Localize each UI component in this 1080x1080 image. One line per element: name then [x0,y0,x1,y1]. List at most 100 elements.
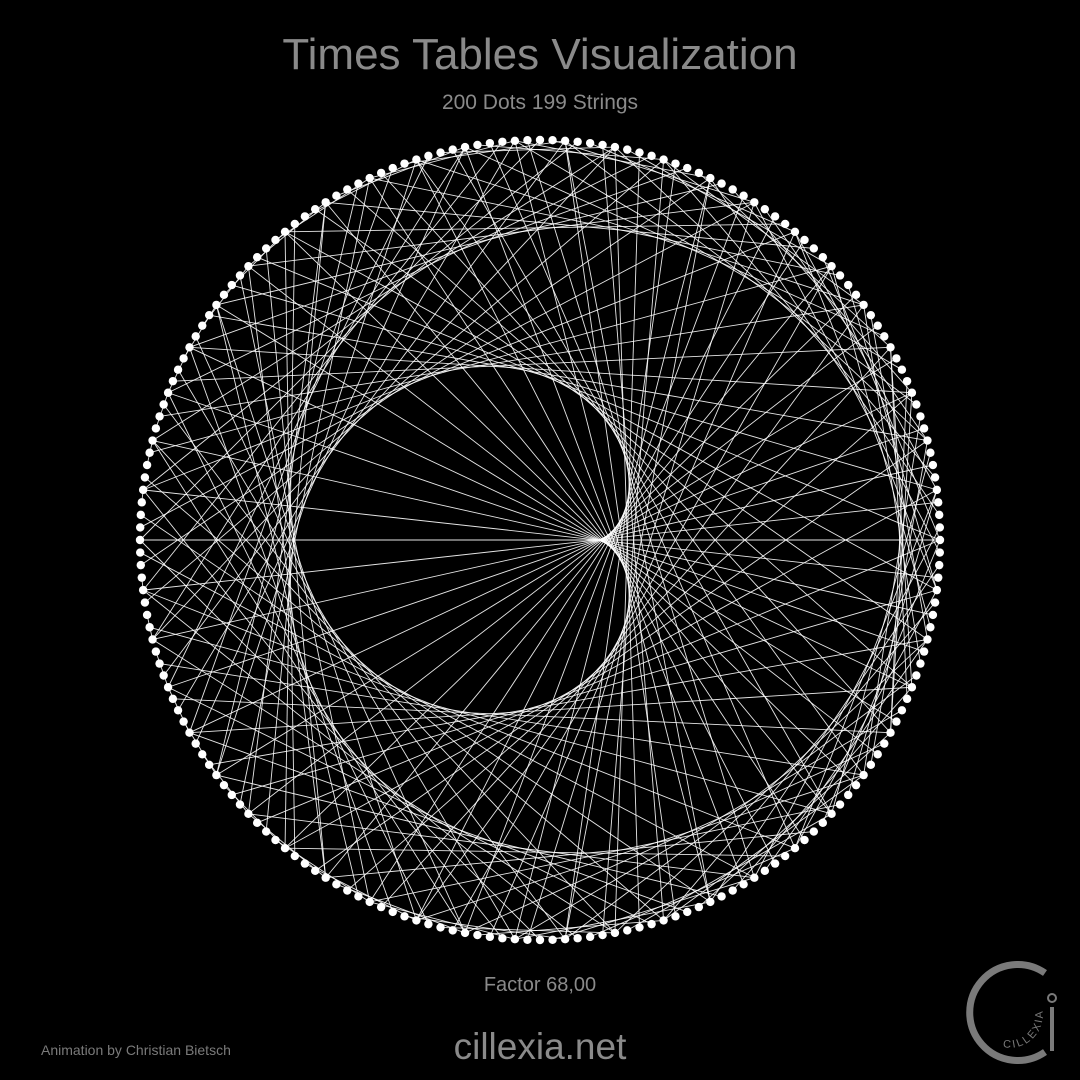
dot [140,598,150,607]
dot [198,321,207,330]
dot [376,168,386,178]
string-line [284,231,857,786]
string-line [589,847,796,938]
dot [897,706,907,715]
dot [928,610,938,620]
dot [928,460,938,470]
string-line [172,346,891,382]
string-line [167,155,652,394]
dot [219,780,229,790]
string-line [753,527,941,878]
dot [252,252,262,262]
string-line [304,159,417,217]
dot [694,902,704,912]
dot [185,343,194,352]
string-line [514,140,711,903]
string-line [663,159,864,306]
dot [535,135,545,145]
dot [934,573,943,582]
string-line [216,183,722,306]
dot [498,934,507,943]
string-line [142,141,503,591]
string-line [142,141,578,491]
string-line [416,774,864,921]
dot [912,671,921,680]
dot [770,859,780,868]
dot [198,750,207,759]
string-line [167,392,429,925]
dot [227,790,236,800]
dot [271,835,280,845]
dot [191,739,200,748]
dot [179,354,188,363]
string-line [831,266,931,628]
dot [683,907,692,917]
dot [706,173,715,183]
dot [935,523,944,532]
dot [204,310,214,320]
string-line [256,256,941,541]
dot [227,280,236,290]
string-line [189,346,913,688]
string-line [794,231,938,591]
dot [897,365,907,374]
dot [137,498,146,507]
string-line [452,265,832,931]
string-line [314,440,928,872]
dot [179,717,188,726]
string-line [247,266,327,878]
string-line [167,392,925,653]
site-link[interactable]: cillexia.net [453,1026,627,1067]
dot [892,354,901,363]
dot [343,886,352,895]
dot [148,635,157,644]
string-line [152,146,616,441]
string-line [514,709,903,940]
string-line [489,142,796,849]
string-line [189,686,912,734]
dot [151,424,161,433]
string-line [231,589,937,796]
string-line [564,140,711,903]
string-line [564,163,676,940]
dot [930,473,940,482]
dot [573,934,582,943]
dot [923,436,932,445]
string-line [143,501,939,591]
dot [151,647,161,656]
string-line [155,651,169,688]
dot [473,140,482,150]
dot [750,873,759,882]
dot [760,204,770,214]
string-line [189,392,913,734]
string-line [589,142,796,233]
dot [880,332,889,341]
dot [926,448,935,457]
dot [436,148,445,157]
string-line [177,140,516,711]
string-line [215,304,417,921]
dot [659,916,668,925]
string-line [863,416,921,776]
cillexia-logo-icon: CILLEXIA [966,961,1057,1064]
dot [728,886,737,895]
string-line [753,202,941,553]
dot [138,585,148,595]
dot [219,290,229,300]
dot [400,912,409,921]
dot [892,717,901,726]
string-line [209,314,928,441]
dot [728,185,737,194]
string-line [139,139,541,541]
string-line [890,392,913,733]
string-line [247,202,327,814]
string-line [231,284,937,491]
dot [510,136,520,145]
string-line [152,440,466,934]
dot [647,151,656,161]
dot [321,873,330,882]
string-line [275,177,370,241]
strings-group [139,139,941,941]
dot [623,926,632,935]
